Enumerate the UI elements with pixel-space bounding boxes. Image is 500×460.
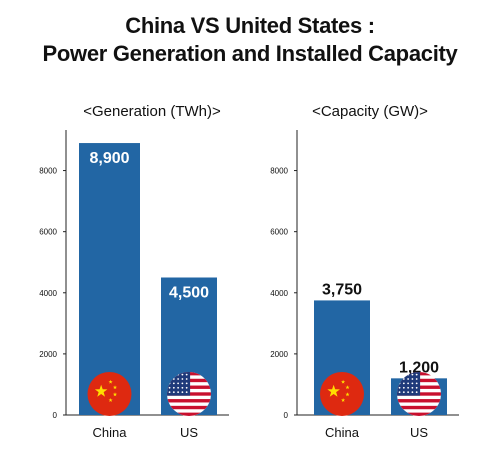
chart-title-line-2: Power Generation and Installed Capacity [42, 41, 458, 66]
chart-panel-1: <Generation (TWh)> 0 2000 4000 6000 8000 8,900… [39, 103, 229, 440]
data-label: 4,500 [169, 285, 209, 302]
chart-title-line-1: China VS United States : [125, 13, 375, 38]
panel-title: <Generation (TWh)> [83, 103, 221, 120]
panel-title: <Capacity (GW)> [312, 103, 428, 120]
china-flag-icon [87, 372, 132, 416]
y-tick-label: 4000 [39, 289, 57, 298]
chart-title: China VS United States : Power Generatio… [0, 12, 500, 68]
data-label: 8,900 [89, 150, 129, 167]
data-label: 1,200 [399, 359, 439, 376]
y-tick-label: 8000 [270, 167, 288, 176]
y-tick-label: 6000 [270, 228, 288, 237]
bar-china [79, 143, 140, 416]
y-tick-label: 2000 [39, 350, 57, 359]
x-category-label: China [325, 425, 360, 440]
y-tick-label: 0 [53, 411, 58, 420]
y-tick-label: 0 [284, 411, 289, 420]
x-category-label: US [180, 425, 198, 440]
x-category-label: China [93, 425, 128, 440]
us-flag-icon [397, 372, 441, 416]
x-category-label: US [410, 425, 428, 440]
y-tick-label: 2000 [270, 350, 288, 359]
china-flag-icon [320, 372, 364, 416]
y-tick-label: 6000 [39, 228, 57, 237]
y-tick-label: 8000 [39, 167, 57, 176]
data-label: 3,750 [322, 281, 362, 298]
chart-panel-2: <Capacity (GW)> 0 2000 4000 6000 8000 3,750 Chi… [270, 103, 459, 440]
y-tick-label: 4000 [270, 289, 288, 298]
us-flag-icon [167, 372, 211, 416]
